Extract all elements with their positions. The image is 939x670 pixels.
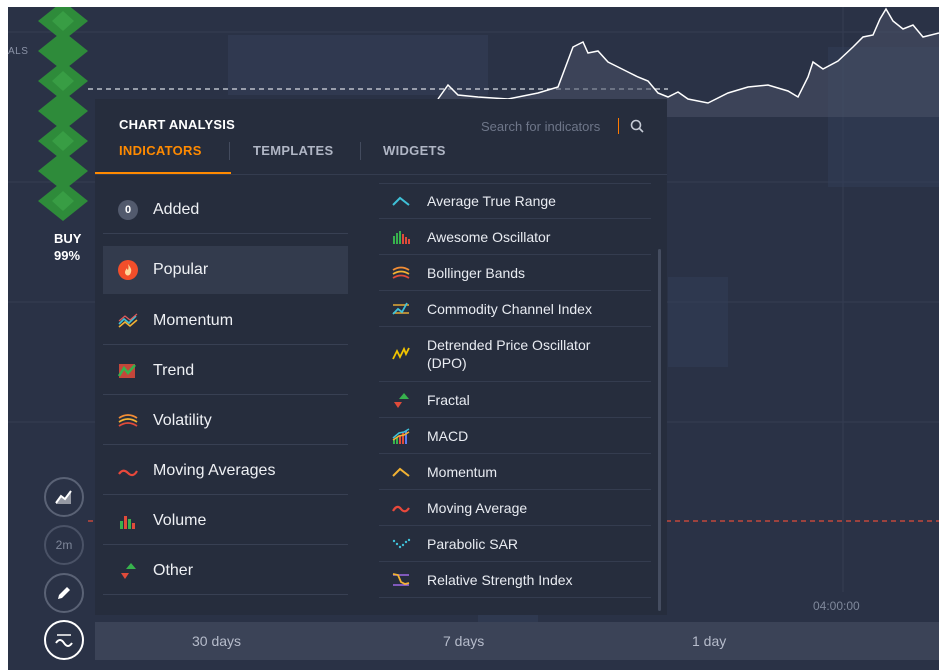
other-icon xyxy=(117,560,139,582)
period-7-days[interactable]: 7 days xyxy=(443,633,485,649)
line-chart-icon xyxy=(55,490,72,504)
category-other[interactable]: Other xyxy=(103,547,348,595)
search-icon[interactable] xyxy=(629,118,645,134)
text-caret xyxy=(618,118,619,134)
time-axis-label: 04:00:00 xyxy=(813,599,860,613)
panel-title: CHART ANALYSIS xyxy=(119,117,235,132)
category-label: Trend xyxy=(153,361,195,379)
search-input[interactable] xyxy=(481,117,627,135)
buy-label: BUY xyxy=(54,231,82,246)
period-30-days[interactable]: 30 days xyxy=(192,633,242,649)
indicator-detrended-price-oscillator[interactable]: Detrended Price Oscillator (DPO) xyxy=(379,327,651,382)
indicator-list-scrollbar[interactable] xyxy=(658,249,661,611)
period-bar: 30 days 7 days 1 day xyxy=(95,622,939,660)
indicator-label: Moving Average xyxy=(427,499,528,516)
added-count-badge: 0 xyxy=(118,199,138,220)
awesome-oscillator-icon xyxy=(391,227,411,247)
category-label: Added xyxy=(153,200,200,218)
indicator-relative-strength-index[interactable]: Relative Strength Index xyxy=(379,562,651,598)
timeframe-button[interactable]: 2m xyxy=(44,525,84,565)
active-tab-underline xyxy=(95,172,231,174)
moving-averages-icon xyxy=(117,460,139,482)
category-trend[interactable]: Trend xyxy=(103,347,348,395)
parabolic-sar-icon xyxy=(391,534,411,554)
category-added[interactable]: 0 Added xyxy=(103,186,348,234)
pencil-icon xyxy=(58,587,70,599)
volume-icon xyxy=(117,510,139,532)
chart-analysis-panel: CHART ANALYSIS INDICATORS TEMPLATES WIDG… xyxy=(95,99,667,615)
list-divider xyxy=(379,183,651,184)
buy-indicator: BUY 99% xyxy=(54,230,81,264)
momentum-icon xyxy=(117,310,139,332)
indicator-label: Parabolic SAR xyxy=(427,535,519,552)
fractal-icon xyxy=(391,390,411,410)
indicator-fractal[interactable]: Fractal xyxy=(379,382,651,418)
atr-icon xyxy=(391,191,411,211)
drawing-tools-button[interactable] xyxy=(44,573,84,613)
tab-divider xyxy=(360,142,361,160)
category-volatility[interactable]: Volatility xyxy=(103,397,348,445)
indicator-label: Awesome Oscillator xyxy=(427,228,551,245)
dpo-icon xyxy=(391,344,411,364)
category-label: Moving Averages xyxy=(153,461,276,479)
period-1-day[interactable]: 1 day xyxy=(692,633,727,649)
indicator-label: Bollinger Bands xyxy=(427,264,526,281)
indicator-label: Commodity Channel Index xyxy=(427,300,592,317)
moving-average-icon xyxy=(391,498,411,518)
indicator-search xyxy=(481,117,646,135)
category-label: Volatility xyxy=(153,411,212,429)
indicator-label: Relative Strength Index xyxy=(427,571,573,588)
indicator-momentum[interactable]: Momentum xyxy=(379,454,651,490)
indicator-label: MACD xyxy=(427,427,469,444)
indicator-awesome-oscillator[interactable]: Awesome Oscillator xyxy=(379,219,651,255)
category-label: Popular xyxy=(153,260,209,278)
indicator-label: Fractal xyxy=(427,391,470,408)
macd-icon xyxy=(391,426,411,446)
indicator-list: Average True Range Awesome Oscillator Bo… xyxy=(379,183,651,603)
added-count-wrap: 0 xyxy=(117,199,139,221)
volatility-icon xyxy=(117,410,139,432)
category-label: Momentum xyxy=(153,311,234,329)
signals-label: ALS xyxy=(8,46,29,57)
indicator-macd[interactable]: MACD xyxy=(379,418,651,454)
chart-type-button[interactable] xyxy=(44,477,84,517)
category-volume[interactable]: Volume xyxy=(103,497,348,545)
tab-widgets[interactable]: WIDGETS xyxy=(383,143,446,158)
timeframe-label: 2m xyxy=(55,538,73,552)
category-moving-averages[interactable]: Moving Averages xyxy=(103,447,348,495)
category-label: Other xyxy=(153,561,194,579)
tab-templates[interactable]: TEMPLATES xyxy=(253,143,334,158)
indicator-label: Momentum xyxy=(427,463,498,480)
tab-divider xyxy=(229,142,230,160)
category-momentum[interactable]: Momentum xyxy=(103,297,348,345)
category-label: Volume xyxy=(153,511,207,529)
cci-icon xyxy=(391,299,411,319)
indicator-parabolic-sar[interactable]: Parabolic SAR xyxy=(379,526,651,562)
indicator-average-true-range[interactable]: Average True Range xyxy=(379,183,651,219)
buy-percent: 99% xyxy=(54,248,81,263)
trend-icon xyxy=(117,360,139,382)
indicator-bollinger-bands[interactable]: Bollinger Bands xyxy=(379,255,651,291)
indicator-label: Detrended Price Oscillator (DPO) xyxy=(427,337,591,371)
bollinger-bands-icon xyxy=(391,263,411,283)
category-popular[interactable]: Popular xyxy=(103,246,348,294)
indicator-moving-average[interactable]: Moving Average xyxy=(379,490,651,526)
flame-icon xyxy=(117,259,139,281)
panel-divider xyxy=(95,174,667,175)
indicators-button[interactable] xyxy=(44,620,84,660)
wave-icon xyxy=(55,634,73,647)
rsi-icon xyxy=(391,570,411,590)
tab-indicators[interactable]: INDICATORS xyxy=(119,143,202,158)
momentum-indicator-icon xyxy=(391,462,411,482)
indicator-commodity-channel-index[interactable]: Commodity Channel Index xyxy=(379,291,651,327)
indicator-label: Average True Range xyxy=(427,192,556,209)
